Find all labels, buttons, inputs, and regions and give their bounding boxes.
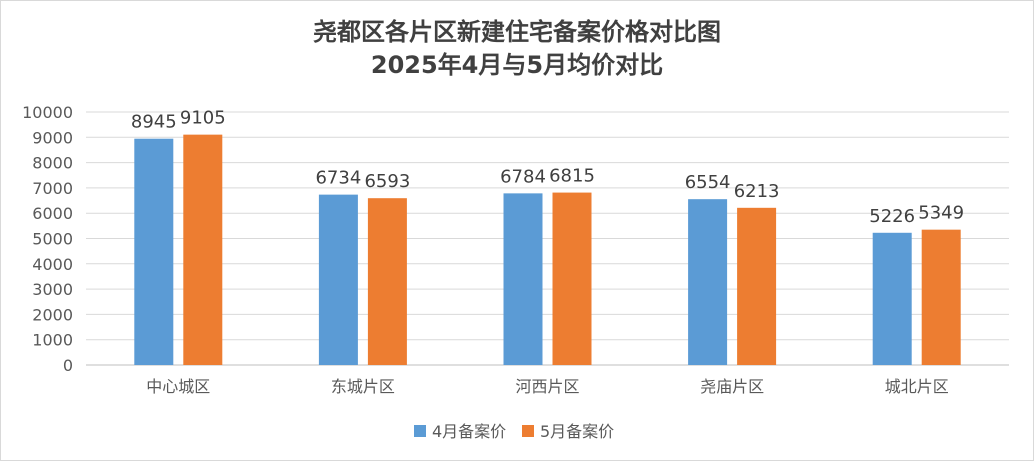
- bar-may: [921, 229, 961, 365]
- chart-title: 尧都区各片区新建住宅备案价格对比图: [313, 18, 721, 46]
- x-tick-label: 河西片区: [515, 377, 579, 396]
- y-tick-label: 10000: [22, 103, 73, 122]
- y-tick-label: 3000: [32, 280, 73, 299]
- data-label: 6593: [364, 171, 410, 192]
- bar-apr: [688, 199, 728, 365]
- y-tick-label: 6000: [32, 204, 73, 223]
- y-tick-label: 4000: [32, 255, 73, 274]
- bar-apr: [134, 138, 174, 365]
- bar-may: [552, 192, 592, 365]
- data-label: 8945: [131, 112, 177, 133]
- data-label: 5226: [869, 206, 915, 227]
- data-label: 6554: [685, 172, 731, 193]
- y-tick-label: 7000: [32, 179, 73, 198]
- bar-may: [737, 207, 777, 365]
- legend-swatch: [522, 425, 534, 437]
- legend-label: 5月备案价: [540, 422, 614, 441]
- data-label: 9105: [180, 108, 226, 129]
- bar-may: [183, 134, 223, 365]
- legend-label: 4月备案价: [432, 422, 506, 441]
- bar-apr: [503, 193, 543, 365]
- x-tick-label: 中心城区: [146, 377, 210, 396]
- bar-apr: [318, 194, 358, 365]
- y-tick-label: 5000: [32, 230, 73, 249]
- y-tick-label: 0: [63, 356, 73, 375]
- legend-swatch: [414, 425, 426, 437]
- data-label: 6784: [500, 166, 546, 187]
- y-tick-label: 2000: [32, 305, 73, 324]
- data-label: 6815: [549, 166, 595, 187]
- y-tick-label: 1000: [32, 331, 73, 350]
- bar-apr: [872, 232, 912, 365]
- x-tick-label: 尧庙片区: [700, 377, 764, 396]
- x-tick-label: 城北片区: [885, 377, 949, 396]
- data-label: 6213: [734, 181, 780, 202]
- y-tick-label: 9000: [32, 128, 73, 147]
- data-label: 6734: [315, 168, 361, 189]
- x-tick-label: 东城片区: [331, 377, 395, 396]
- data-label: 5349: [918, 203, 964, 224]
- bar-may: [367, 198, 407, 365]
- y-tick-label: 8000: [32, 154, 73, 173]
- chart-subtitle: 2025年4月与5月均价对比: [370, 51, 664, 79]
